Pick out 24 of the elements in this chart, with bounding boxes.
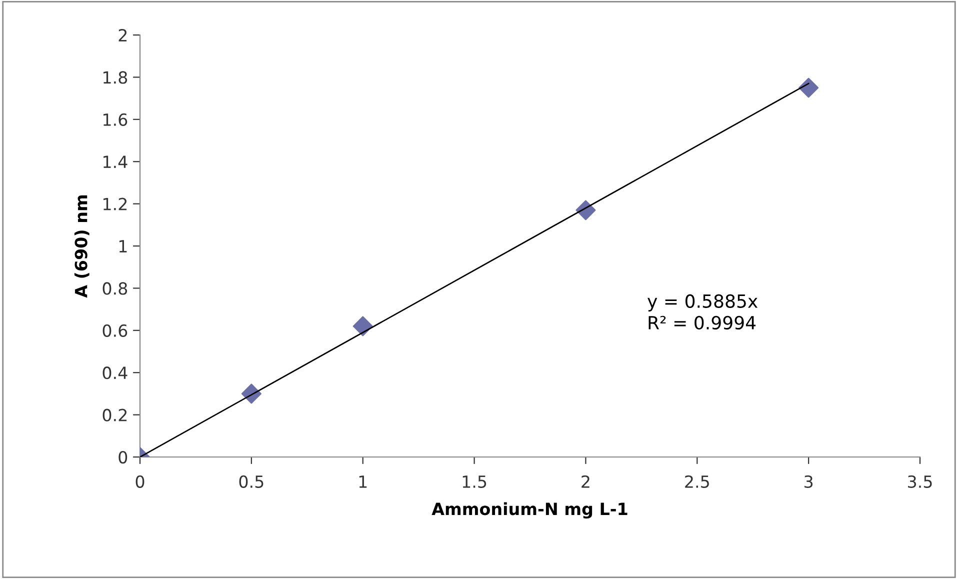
y-tick-label: 1.2 bbox=[104, 198, 127, 210]
y-tick-label: 1 bbox=[119, 240, 127, 252]
y-tick-label: 0 bbox=[118, 450, 128, 464]
x-tick-label: 1 bbox=[359, 476, 367, 488]
x-tick-label: 1.5 bbox=[462, 476, 486, 488]
x-tick-label: 0.5 bbox=[239, 475, 264, 488]
annotation: y = 0.5885x R² = 0.9994 bbox=[648, 294, 758, 330]
x-tick-label: 3 bbox=[804, 475, 813, 488]
y-tick-label: 0.6 bbox=[102, 324, 128, 337]
y-axis-title: A (690) nm bbox=[74, 195, 90, 298]
x-tick-label: 0 bbox=[136, 475, 144, 488]
point bbox=[798, 78, 819, 98]
y-tick-label: 0.4 bbox=[102, 366, 128, 380]
y-tick-label: 0.2 bbox=[102, 408, 127, 422]
y-tick-label: 1.4 bbox=[104, 156, 128, 168]
x-tick-label: 2.5 bbox=[685, 475, 709, 488]
x-tick-label: 3.5 bbox=[908, 475, 932, 488]
point bbox=[352, 316, 373, 336]
x-tick-label: 2 bbox=[582, 475, 590, 488]
y-tick-label: 1.6 bbox=[104, 113, 128, 126]
y-tick-label: 1.8 bbox=[104, 71, 128, 84]
y-tick-label: 2 bbox=[118, 28, 127, 42]
x-axis-title: Ammonium-N mg L-1 bbox=[432, 502, 628, 519]
y-tick-label: 0.8 bbox=[102, 282, 128, 295]
